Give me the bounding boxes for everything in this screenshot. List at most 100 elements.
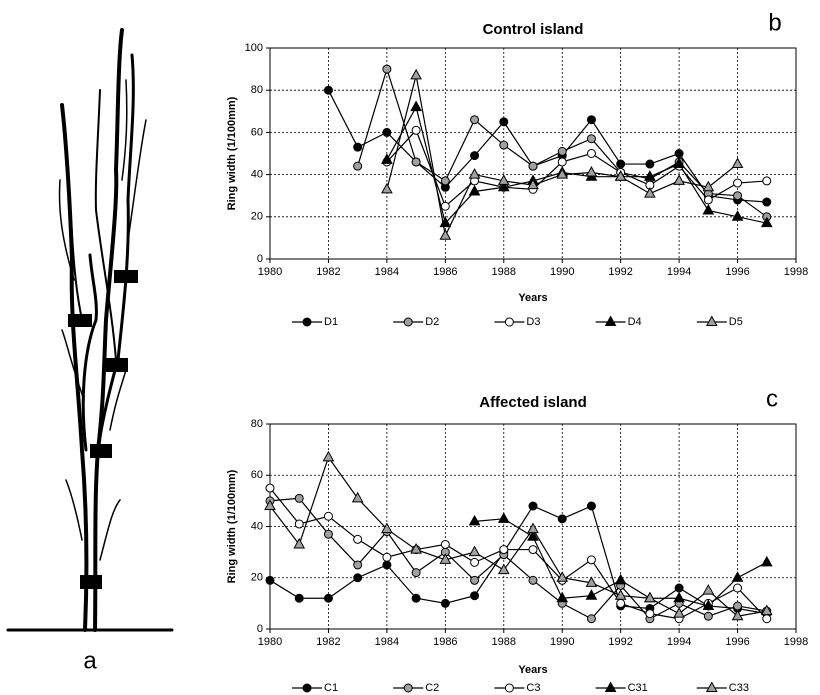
data-point — [294, 593, 304, 603]
plot-frame — [269, 423, 797, 630]
legend-label: C33 — [729, 682, 749, 694]
data-point — [556, 571, 569, 582]
y-tick-label: 80 — [251, 84, 263, 96]
data-point — [616, 159, 626, 169]
data-point — [411, 157, 421, 167]
data-point — [381, 182, 393, 194]
data-point — [586, 134, 596, 144]
series-line — [269, 456, 767, 617]
data-point — [586, 501, 596, 511]
legend-marker — [705, 315, 718, 326]
plot-frame — [269, 47, 797, 260]
data-point — [760, 604, 773, 616]
data-point — [410, 100, 422, 112]
data-point — [353, 142, 363, 152]
data-point — [323, 593, 333, 603]
legend-label: C2 — [425, 682, 439, 694]
legend-marker — [604, 315, 617, 326]
data-point — [528, 545, 538, 555]
data-point — [644, 170, 656, 181]
data-point — [702, 180, 715, 192]
data-point — [527, 178, 539, 190]
legend-label: D1 — [324, 316, 338, 328]
data-point — [411, 125, 421, 135]
panel-label: a — [83, 647, 97, 674]
y-tick-label: 60 — [251, 469, 263, 481]
legend-marker — [705, 681, 718, 692]
legend-marker — [403, 683, 413, 693]
series-line — [269, 505, 767, 615]
series-line — [327, 89, 767, 203]
data-point — [294, 493, 304, 503]
data-point — [644, 187, 656, 198]
y-tick-label: 100 — [245, 42, 263, 54]
legend-label: C3 — [526, 682, 540, 694]
x-tick-label: 1980 — [258, 636, 282, 648]
data-point — [439, 553, 452, 564]
data-point — [322, 450, 335, 462]
data-point — [762, 176, 772, 186]
data-point — [703, 195, 713, 205]
data-point — [499, 117, 509, 127]
y-axis-label: Ring width (1/100mm) — [226, 469, 238, 583]
data-point — [382, 64, 392, 74]
x-tick-label: 1984 — [375, 636, 399, 648]
data-point — [410, 543, 422, 554]
data-point — [499, 545, 509, 555]
data-point — [323, 511, 333, 521]
data-point — [440, 598, 450, 608]
data-point — [468, 168, 481, 179]
data-point — [585, 165, 598, 177]
data-point — [731, 609, 744, 621]
data-point — [440, 539, 450, 549]
chart-title: Affected island — [479, 394, 587, 411]
data-point — [382, 127, 392, 137]
x-tick-label: 1996 — [725, 636, 749, 648]
legend-marker — [403, 317, 413, 327]
x-tick-label: 1990 — [550, 636, 574, 648]
data-point — [293, 537, 306, 549]
legend-marker — [302, 683, 312, 693]
data-point — [557, 157, 567, 167]
data-point — [528, 575, 538, 585]
data-point — [762, 614, 772, 624]
panel-label: c — [766, 385, 778, 412]
data-point — [381, 522, 393, 534]
x-tick-label: 1988 — [492, 636, 516, 648]
y-tick-label: 40 — [251, 169, 263, 181]
data-point — [585, 589, 598, 600]
x-tick-label: 1990 — [550, 266, 574, 278]
data-point — [353, 161, 363, 171]
data-point — [528, 501, 538, 511]
data-point — [733, 583, 743, 593]
series-line — [269, 497, 767, 620]
data-point — [353, 560, 363, 570]
data-point — [410, 68, 422, 80]
data-point — [731, 157, 744, 169]
x-axis-label: Years — [518, 664, 547, 676]
y-tick-label: 80 — [251, 418, 263, 430]
data-point — [353, 534, 363, 544]
x-axis-label: Years — [518, 292, 547, 304]
x-tick-label: 1994 — [667, 266, 691, 278]
data-point — [499, 140, 509, 150]
data-point — [527, 530, 539, 541]
x-tick-label: 1986 — [433, 266, 457, 278]
data-point — [497, 180, 510, 192]
data-point — [760, 216, 773, 228]
data-point — [586, 614, 596, 624]
data-point — [614, 170, 627, 181]
data-point — [265, 575, 275, 585]
data-point — [673, 157, 685, 169]
legend-label: C1 — [324, 682, 338, 694]
data-point — [673, 607, 685, 618]
data-point — [762, 197, 772, 207]
data-point — [351, 491, 364, 503]
data-point — [585, 576, 598, 587]
x-tick-label: 1994 — [667, 636, 691, 648]
legend-label: D4 — [628, 316, 642, 328]
data-point — [440, 201, 450, 211]
legend-marker — [302, 317, 312, 327]
y-axis-label: Ring width (1/100mm) — [226, 96, 238, 210]
data-point — [468, 184, 481, 196]
